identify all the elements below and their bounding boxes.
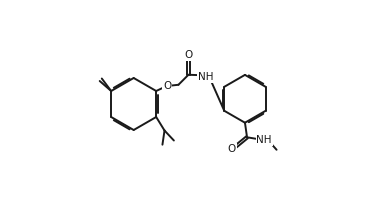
Text: O: O: [184, 50, 192, 61]
Text: NH: NH: [256, 135, 272, 145]
Text: O: O: [228, 144, 236, 154]
Text: O: O: [163, 81, 171, 91]
Text: NH: NH: [198, 72, 213, 82]
